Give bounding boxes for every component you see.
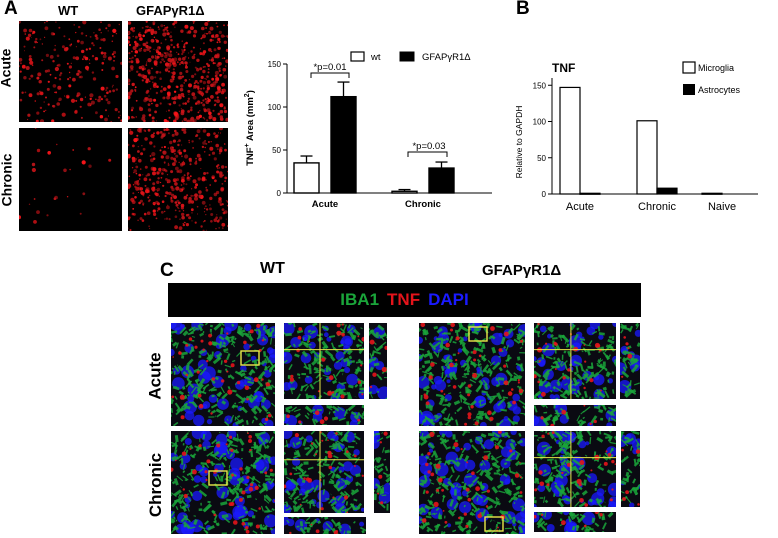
chart-b-legend-microglia: Microglia	[698, 63, 734, 73]
chart-a-ytick-label: 50	[272, 146, 281, 155]
panel-c-col-ko: GFAPγR1Δ	[482, 262, 562, 279]
tnf-micrograph-ko-chronic	[128, 128, 228, 231]
chart-b-ytick-label: 100	[533, 118, 547, 127]
stain-iba1-label: IBA1	[340, 290, 380, 309]
panel-a-col-wt: WT	[58, 3, 79, 18]
panel-a-row-acute: Acute	[0, 48, 14, 88]
panel-c-letter: C	[160, 260, 174, 281]
chart-a-xtick-label: Chronic	[405, 199, 441, 210]
confocal-wt-acute	[171, 323, 275, 426]
tnf-gapdh-chart: Relative to GAPDH TNF 0 50 100 150 Acute Chr…	[514, 61, 758, 213]
stain-dapi-label: DAPI	[428, 290, 469, 309]
orthoview-ko-acute-xy	[534, 323, 616, 399]
confocal-ko-chronic	[419, 431, 525, 534]
orthoview-wt-acute-xy	[284, 323, 364, 399]
chart-a-legend-ko: GFAPγR1Δ	[422, 52, 471, 63]
chart-b-legend-swatch-astrocytes	[683, 84, 695, 95]
chart-a-bar	[391, 190, 418, 194]
tnf-area-chart: TNF+ Area (mm2) 0 50 100 150 Acute Chronic *…	[244, 51, 492, 210]
chart-b-bar	[701, 192, 723, 195]
orthoview-ko-acute-xz	[534, 405, 616, 426]
confocal-wt-chronic	[171, 431, 275, 534]
tnf-micrograph-wt-acute	[19, 21, 122, 122]
panel-c-row-chronic: Chronic	[146, 452, 166, 518]
chart-a-bar	[330, 95, 357, 194]
chart-a-bracket-chronic	[407, 151, 448, 157]
orthoview-wt-acute-yz	[369, 323, 387, 399]
chart-b-ytick-label: 0	[542, 190, 547, 199]
stain-banner: IBA1 TNF DAPI	[168, 283, 641, 317]
panel-a-letter: A	[4, 0, 18, 19]
chart-b-ylabel: Relative to GAPDH	[514, 106, 524, 179]
orthoview-wt-chronic-xy	[284, 431, 364, 513]
chart-b-bar	[579, 192, 601, 195]
chart-b-ytick-label: 150	[533, 81, 547, 90]
chart-a-ytick-label: 0	[277, 189, 282, 198]
orthoview-ko-acute-yz	[620, 323, 640, 399]
chart-b-bar	[559, 86, 581, 195]
chart-a-legend-swatch-ko	[399, 51, 415, 62]
chart-b-legend-swatch-microglia	[682, 61, 696, 74]
chart-a-bracket-acute	[310, 72, 350, 78]
orthoview-wt-acute-xz	[284, 405, 364, 425]
chart-a-xtick-label: Acute	[312, 199, 338, 210]
orthoview-ko-chronic-xz	[534, 512, 616, 532]
panel-c-col-wt: WT	[260, 260, 285, 277]
panel-a-row-chronic: Chronic	[0, 153, 15, 207]
orthoview-ko-chronic-xy	[534, 431, 616, 507]
confocal-ko-acute	[419, 323, 525, 426]
panel-b-letter: B	[516, 0, 530, 19]
chart-a-annotation-acute: *p=0.01	[313, 62, 346, 73]
stain-tnf-label: TNF	[387, 290, 421, 309]
chart-b-bar	[656, 187, 678, 195]
chart-a-legend-swatch-wt	[350, 51, 365, 62]
chart-a-annotation-chronic: *p=0.03	[412, 141, 445, 152]
chart-a-bar	[428, 167, 455, 194]
orthoview-wt-chronic-xz	[284, 517, 366, 534]
chart-a-ylabel: TNF+ Area (mm2)	[244, 90, 256, 166]
panel-c-row-acute: Acute	[145, 352, 165, 400]
chart-b-xtick-label: Naive	[708, 201, 736, 213]
panel-a-col-ko: GFAPγR1Δ	[136, 3, 205, 18]
tnf-micrograph-wt-chronic	[19, 128, 122, 231]
chart-b-title: TNF	[552, 61, 575, 75]
chart-b-xtick-label: Acute	[566, 201, 594, 213]
chart-b-ytick-label: 50	[537, 154, 546, 163]
tnf-micrograph-ko-acute	[128, 21, 228, 122]
chart-a-ytick-label: 150	[268, 60, 282, 69]
chart-b-xtick-label: Chronic	[638, 201, 676, 213]
chart-b-legend-astrocytes: Astrocytes	[698, 85, 741, 95]
chart-a-legend-wt: wt	[370, 52, 381, 63]
orthoview-wt-chronic-yz	[374, 431, 390, 513]
orthoview-ko-chronic-yz	[621, 431, 640, 507]
chart-b-bar	[636, 120, 658, 195]
chart-a-bar	[293, 162, 320, 194]
chart-a-ytick-label: 100	[268, 103, 282, 112]
